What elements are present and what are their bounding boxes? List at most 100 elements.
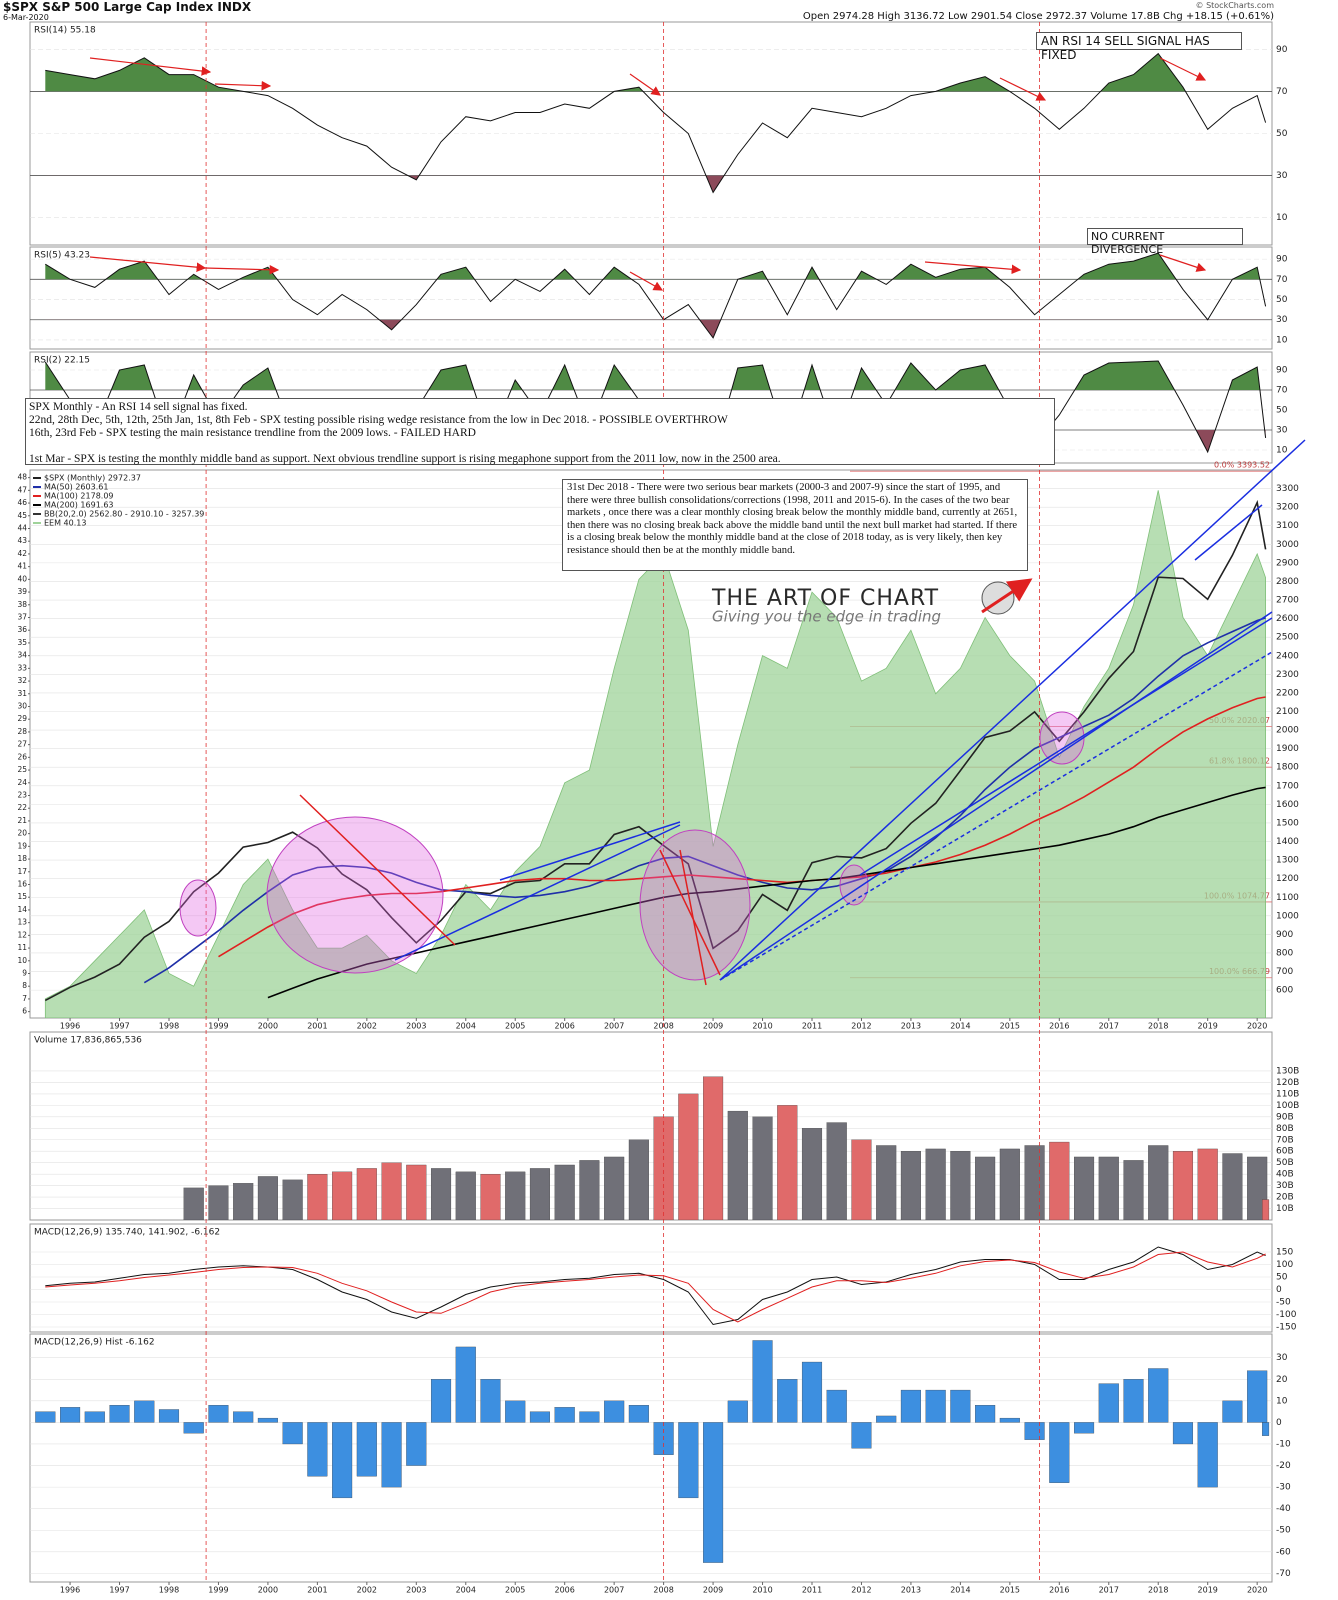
bar [35, 1411, 56, 1423]
y-tick-label: 2400 [1276, 651, 1299, 661]
date: 6-Mar-2020 [3, 13, 49, 22]
x-tick-label: 2002 [357, 1022, 377, 1031]
legend-label: BB(20,2.0) 2562.80 - 2910.10 - 3257.39 [44, 510, 204, 519]
y-tick-label: 800 [1276, 948, 1293, 958]
source: © StockCharts.com [1195, 1, 1274, 10]
bar [1074, 1156, 1095, 1220]
y2-tick-label: 45 [17, 511, 27, 520]
y2-tick-label: 28 [17, 727, 27, 736]
bar [60, 1407, 81, 1423]
fib-label: 0.0% 3393.52 [1214, 461, 1270, 470]
bar [826, 1122, 847, 1220]
bar [1049, 1422, 1070, 1483]
bar [1222, 1153, 1243, 1220]
y-tick-label: 50 [1276, 406, 1288, 416]
bar [84, 1411, 105, 1423]
x-tick-label: 1997 [109, 1586, 129, 1595]
y-tick-label: 100 [1276, 1260, 1293, 1270]
bar [257, 1417, 278, 1423]
y2-tick-label: 9 [22, 968, 27, 977]
bar [381, 1162, 402, 1220]
y-tick-label: -30 [1276, 1483, 1291, 1493]
bar [727, 1110, 748, 1220]
bar [604, 1400, 625, 1423]
y-tick-label: 90 [1276, 45, 1288, 55]
bar [332, 1422, 353, 1499]
rsi5-note: NO CURRENT DIVERGENCE [1087, 228, 1243, 256]
y-tick-label: 70B [1276, 1135, 1294, 1145]
y2-tick-label: 12 [17, 930, 27, 939]
y-tick-label: 10 [1276, 213, 1288, 223]
bar [752, 1340, 773, 1423]
level-fill [45, 253, 1260, 280]
bar [1197, 1422, 1218, 1488]
panel-label: RSI(14) 55.18 [34, 26, 96, 36]
x-tick-label: 1999 [208, 1022, 228, 1031]
rsi14-note: AN RSI 14 SELL SIGNAL HAS FIXED [1036, 32, 1242, 62]
bar [332, 1171, 353, 1220]
bar [480, 1173, 501, 1220]
y-tick-label: 10 [1276, 446, 1288, 456]
y-tick-label: 30 [1276, 315, 1288, 325]
y-tick-label: -40 [1276, 1504, 1291, 1514]
y-tick-label: 90 [1276, 255, 1288, 265]
y-tick-label: -50 [1276, 1298, 1291, 1308]
y-tick-label: 70 [1276, 386, 1288, 396]
y-tick-label: 80B [1276, 1124, 1294, 1134]
bar [628, 1139, 649, 1220]
bar [678, 1422, 699, 1499]
x-tick-label: 2020 [1247, 1586, 1267, 1595]
bar [183, 1187, 204, 1220]
y-tick-label: 2200 [1276, 688, 1299, 698]
bar [579, 1160, 600, 1220]
y2-tick-label: 30 [17, 701, 27, 710]
bar [554, 1407, 575, 1423]
bar [505, 1400, 526, 1423]
bar [1098, 1383, 1119, 1423]
y-tick-label: 120B [1276, 1078, 1299, 1088]
y2-tick-label: 18 [17, 854, 27, 863]
bar [233, 1411, 254, 1423]
y2-tick-label: 47 [17, 485, 27, 494]
bar [1024, 1422, 1045, 1440]
bar [1247, 1370, 1268, 1423]
bar [529, 1168, 550, 1220]
panel-label: RSI(2) 22.15 [34, 356, 90, 366]
y2-tick-label: 32 [17, 676, 27, 685]
bar [307, 1173, 328, 1220]
bar [381, 1422, 402, 1488]
bar [455, 1171, 476, 1220]
y-tick-label: 2500 [1276, 633, 1299, 643]
summary-note: SPX Monthly - An RSI 14 sell signal has … [25, 398, 1055, 465]
dec2018-note: 31st Dec 2018 - There were two serious b… [562, 479, 1028, 571]
bar [999, 1148, 1020, 1220]
x-tick-label: 2002 [357, 1586, 377, 1595]
y-tick-label: -60 [1276, 1547, 1291, 1557]
legend-label: MA(100) 2178.09 [44, 492, 114, 501]
x-tick-label: 2017 [1099, 1022, 1119, 1031]
x-tick-label: 2008 [653, 1586, 673, 1595]
bar [628, 1405, 649, 1423]
y-tick-label: 30 [1276, 171, 1288, 181]
bar [851, 1422, 872, 1449]
y-tick-label: 1000 [1276, 911, 1299, 921]
y-tick-label: 130B [1276, 1066, 1299, 1076]
x-tick-label: 1996 [60, 1586, 80, 1595]
y-tick-label: -100 [1276, 1310, 1297, 1320]
x-tick-label: 2004 [456, 1586, 476, 1595]
bar [233, 1183, 254, 1220]
bar [208, 1405, 229, 1423]
panel-label: MACD(12,26,9) Hist -6.162 [34, 1338, 155, 1348]
x-tick-label: 2012 [851, 1022, 871, 1031]
y-tick-label: 1500 [1276, 818, 1299, 828]
y2-tick-label: 19 [17, 841, 27, 850]
y2-tick-label: 42 [17, 549, 27, 558]
bar [1262, 1199, 1270, 1220]
y-tick-label: 150 [1276, 1248, 1293, 1258]
y-tick-label: 10 [1276, 335, 1288, 345]
y-tick-label: 600 [1276, 986, 1293, 996]
bar [925, 1389, 946, 1423]
bar [975, 1405, 996, 1423]
y-tick-label: 1200 [1276, 874, 1299, 884]
panel-frame [29, 1333, 1273, 1583]
